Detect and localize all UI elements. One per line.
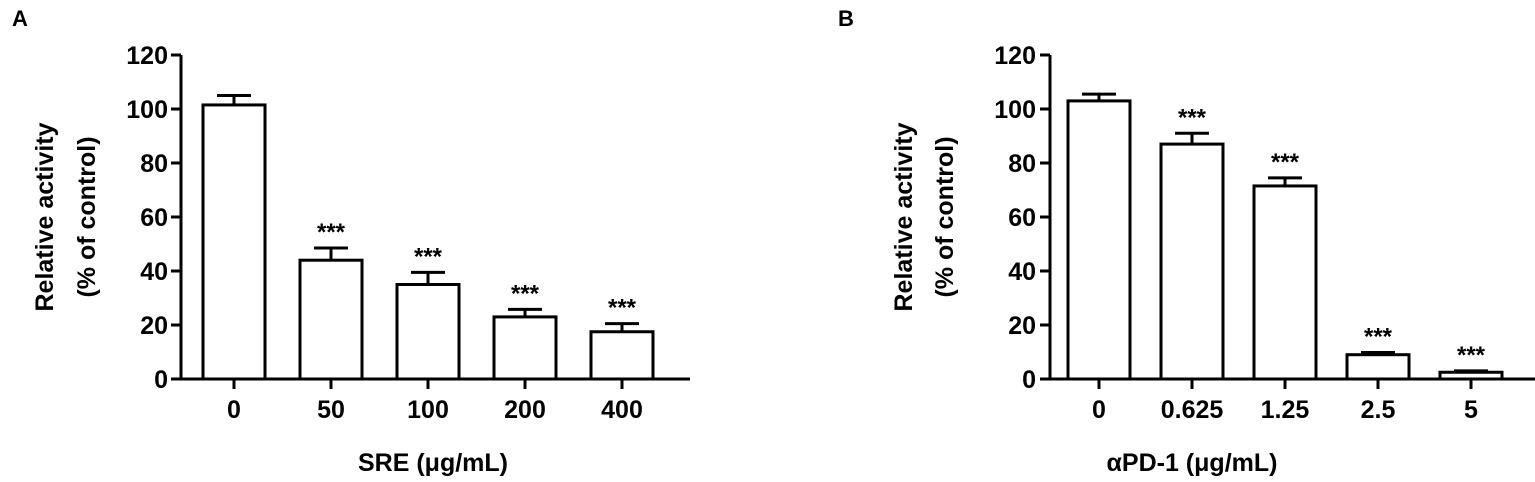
y-tick-label: 20 [1008,312,1036,340]
y-tick-label: 20 [140,312,168,340]
significance-marker: *** [608,295,637,322]
x-tick-label: 400 [601,396,643,424]
panel-b: B 0 20 40 60 80 100 120 0 *** 0.625 *** 1.25 *** 2.5 **… [838,6,1535,477]
y-tick-label: 100 [994,96,1036,124]
bar [298,258,364,381]
panel-label: A [12,6,28,31]
significance-marker: *** [1178,104,1207,131]
y-axis-title: (% of control) [931,136,959,297]
x-tick-label: 0.625 [1161,396,1224,424]
y-tick-label: 40 [140,258,168,286]
y-tick-label: 60 [140,204,168,232]
bar [201,103,267,381]
y-axis-title: (% of control) [73,136,101,297]
significance-marker: *** [1271,149,1300,176]
significance-marker: *** [1364,324,1393,351]
y-tick-label: 0 [1022,366,1036,394]
y-tick-label: 120 [994,42,1036,70]
x-tick-label: 200 [504,396,546,424]
bar [1438,370,1504,381]
y-tick-label: 80 [1008,150,1036,178]
bar [492,315,558,381]
y-axis-title: Relative activity [890,122,918,311]
y-tick-label: 80 [140,150,168,178]
significance-marker: *** [511,280,540,307]
x-tick-label: 100 [407,396,449,424]
x-tick-label: 1.25 [1261,396,1310,424]
x-tick-label: 5 [1464,396,1478,424]
y-tick-label: 40 [1008,258,1036,286]
panel-a: A 0 20 40 60 80 100 120 0 *** 50 *** 100 *** 200 *** 400… [12,6,690,477]
x-tick-label: 50 [317,396,345,424]
bar [395,283,461,381]
y-tick-label: 100 [126,96,168,124]
bar [1066,99,1132,381]
panel-label: B [838,6,854,31]
y-tick-label: 120 [126,42,168,70]
x-tick-label: 0 [227,396,241,424]
x-tick-label: 0 [1092,396,1106,424]
x-axis-title: αPD-1 (μg/mL) [1107,449,1278,477]
y-tick-label: 60 [1008,204,1036,232]
bar [589,330,655,381]
y-tick-label: 0 [154,366,168,394]
significance-marker: *** [414,243,443,270]
bar [1345,353,1411,381]
x-tick-label: 2.5 [1361,396,1396,424]
significance-marker: *** [1457,342,1486,369]
y-axis-title: Relative activity [31,122,59,311]
bar [1159,142,1225,381]
significance-marker: *** [317,219,346,246]
bar [1252,184,1318,381]
x-axis-title: SRE (μg/mL) [358,449,508,477]
